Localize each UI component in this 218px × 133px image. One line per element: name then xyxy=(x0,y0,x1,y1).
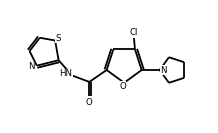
Text: N: N xyxy=(160,66,167,74)
Text: S: S xyxy=(56,34,61,43)
Text: HN: HN xyxy=(60,69,72,78)
Text: O: O xyxy=(86,98,93,107)
Text: N: N xyxy=(28,62,35,71)
Text: O: O xyxy=(119,82,126,91)
Text: Cl: Cl xyxy=(130,28,138,37)
